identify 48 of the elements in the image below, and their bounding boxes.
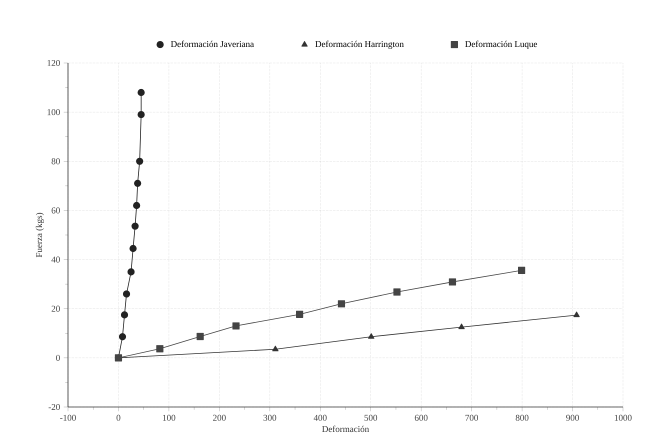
point: [138, 88, 145, 96]
point: [136, 158, 144, 165]
y-tick-label: 120: [48, 60, 60, 66]
y-axis-title: Fuerza (kgs): [36, 212, 44, 258]
point: [458, 324, 465, 330]
y-tick-label: 60: [52, 207, 60, 214]
x-tick-label: 200: [213, 414, 226, 421]
point: [120, 311, 128, 318]
point: [393, 288, 401, 296]
x-axis-title: Deformación: [322, 426, 370, 432]
x-tick-label: 500: [364, 414, 378, 421]
x-tick-label: 1000: [614, 414, 632, 421]
point: [196, 332, 204, 340]
y-tick-label: 40: [51, 256, 60, 263]
y-tick-label: 20: [52, 306, 60, 312]
point: [122, 290, 130, 298]
x-tick-label: 100: [162, 414, 176, 421]
point: [138, 111, 145, 118]
point: [448, 278, 456, 286]
point: [338, 300, 346, 308]
y-tick-label: 100: [48, 109, 60, 116]
x-tick-label: 0: [116, 414, 120, 421]
point: [156, 345, 164, 352]
legend-label: Deformación Luque: [465, 40, 538, 49]
point: [133, 202, 140, 210]
x-tick-label: 300: [264, 414, 276, 421]
point: [130, 244, 137, 252]
point: [368, 333, 374, 339]
point: [573, 312, 580, 318]
point: [518, 266, 526, 274]
point: [132, 222, 139, 230]
x-tick-label: 400: [314, 414, 327, 421]
x-tick-label: 700: [466, 414, 478, 421]
y-tick-label: -20: [48, 404, 60, 410]
point: [232, 322, 240, 330]
x-tick-label: -100: [60, 414, 76, 421]
point: [134, 180, 142, 187]
point: [296, 310, 304, 318]
x-tick-label: 900: [566, 414, 579, 421]
point: [118, 333, 126, 340]
point: [272, 346, 279, 352]
legend-label: Deformación Harrington: [315, 40, 404, 49]
y-tick-label: 80: [52, 158, 60, 164]
x-tick-label: 800: [516, 414, 528, 421]
legend-label: Deformación Javeriana: [170, 40, 254, 48]
y-tick-label: 0: [56, 354, 60, 361]
x-tick-label: 600: [414, 414, 428, 421]
point: [127, 268, 135, 276]
